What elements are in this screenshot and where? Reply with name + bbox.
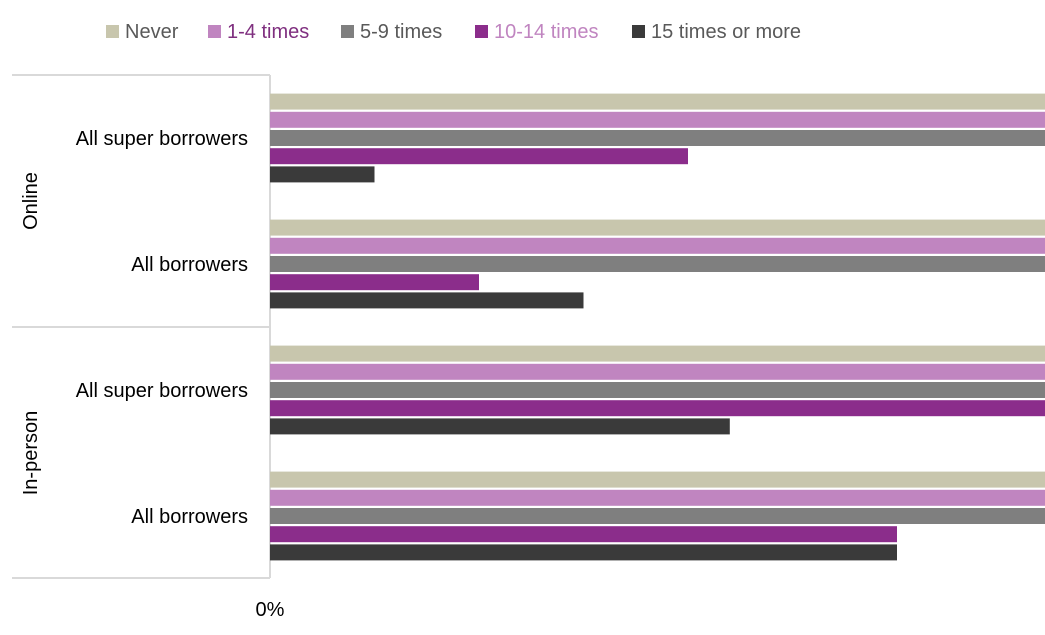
x-tick-label: 0%	[256, 599, 285, 621]
legend: Never 1-4 times 5-9 times 10-14 times 15 tim…	[106, 21, 801, 43]
bar-10-14-times	[270, 526, 897, 543]
legend-label: 5-9 times	[360, 21, 442, 43]
legend-swatch	[475, 25, 488, 38]
bar-5-9-times	[270, 508, 1045, 524]
legend-swatch	[208, 25, 221, 38]
category-axis-frame	[12, 74, 271, 579]
legend-swatch	[106, 25, 119, 38]
category-label: All super borrowers	[76, 380, 248, 402]
bar-1-4-times	[270, 111, 1045, 128]
legend-label: 10-14 times	[494, 21, 599, 43]
group-labels: Online In-person	[20, 172, 42, 495]
x-axis-ticks: 0%10%20%30%40%50%60%70%	[256, 599, 285, 621]
bar-15-times-or-more	[270, 292, 584, 309]
bar-15-times-or-more	[270, 166, 375, 183]
bars	[270, 93, 1045, 561]
bar-1-4-times	[270, 237, 1045, 254]
bar-15-times-or-more	[270, 418, 730, 435]
bar-15-times-or-more	[270, 544, 897, 561]
bar-5-9-times	[270, 382, 1045, 398]
bar-1-4-times	[270, 363, 1045, 380]
bar-never	[270, 219, 1045, 236]
bar-10-14-times	[270, 148, 688, 165]
bar-1-4-times	[270, 489, 1045, 506]
bar-never	[270, 471, 1045, 488]
category-label: All borrowers	[131, 506, 248, 528]
bar-5-9-times	[270, 256, 1045, 272]
category-label: All borrowers	[131, 254, 248, 276]
bar-never	[270, 345, 1045, 362]
legend-swatch	[341, 25, 354, 38]
legend-label: 1-4 times	[227, 21, 309, 43]
legend-label: Never	[125, 21, 179, 43]
category-labels: All super borrowers All borrowers All supe…	[76, 128, 248, 528]
category-label: All super borrowers	[76, 128, 248, 150]
legend-label: 15 times or more	[651, 21, 801, 43]
legend-swatch	[632, 25, 645, 38]
bar-10-14-times	[270, 274, 479, 291]
bar-never	[270, 93, 1045, 110]
group-label: Online	[20, 172, 42, 230]
bar-10-14-times	[270, 400, 1045, 417]
bar-5-9-times	[270, 130, 1045, 146]
group-label: In-person	[20, 411, 42, 496]
